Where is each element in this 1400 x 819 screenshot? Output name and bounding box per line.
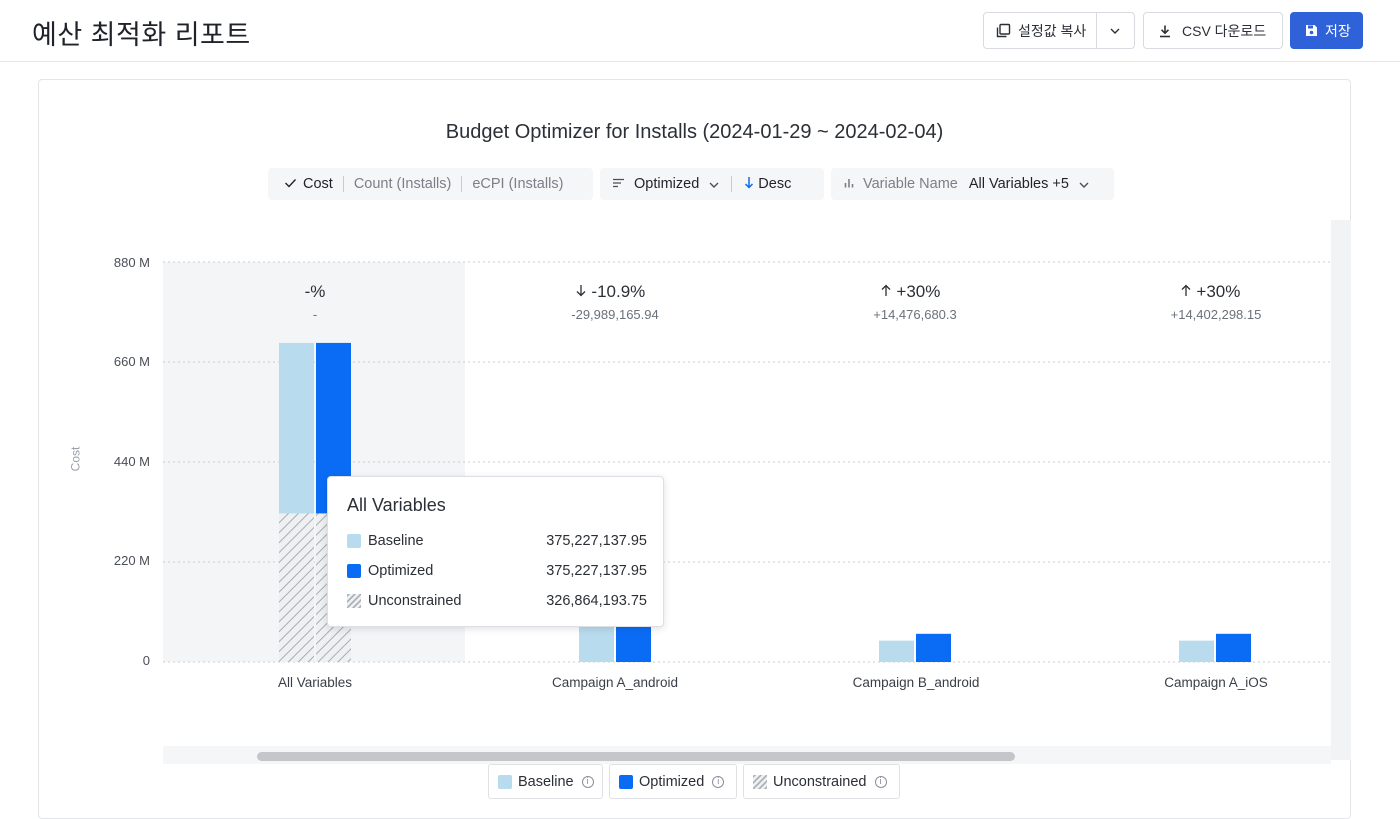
check-icon — [284, 176, 297, 192]
legend-swatch-optimized — [619, 774, 633, 789]
metric-option-ecpi[interactable]: eCPI (Installs) — [472, 176, 564, 192]
delta-percent-all-variables: -% — [215, 282, 415, 302]
tooltip-title: All Variables — [347, 495, 446, 515]
save-button[interactable]: 저장 — [1290, 12, 1363, 49]
chart-svg — [163, 261, 1331, 663]
chart-title: Budget Optimizer for Installs (2024-01-2… — [445, 121, 944, 143]
plot-right-edge — [1331, 220, 1351, 760]
copy-icon — [996, 23, 1011, 38]
y-tick-label: 0 — [142, 653, 150, 668]
separator — [461, 176, 463, 192]
arrow-up-icon — [1180, 282, 1192, 301]
tooltip-row-name: Baseline — [368, 533, 424, 549]
bar-optimized — [916, 633, 951, 662]
delta-absolute: +14,476,680.3 — [873, 307, 957, 322]
bar-optimized — [1216, 633, 1251, 662]
info-icon[interactable]: i — [874, 775, 887, 788]
legend-item-baseline[interactable]: Baseline i — [488, 764, 603, 799]
bar-baseline — [1179, 640, 1214, 662]
delta-percent-campaign-b-android: +30% — [810, 282, 1010, 302]
separator — [731, 176, 733, 192]
copy-settings-button[interactable]: 설정값 복사 — [984, 13, 1098, 48]
page-title: 예산 최적화 리포트 — [32, 20, 251, 50]
legend-label: Optimized — [639, 773, 705, 790]
delta-percent-text: -% — [304, 282, 326, 301]
bar-baseline — [879, 640, 914, 662]
y-tick-label: 880 M — [113, 255, 150, 270]
chevron-down-icon — [1079, 176, 1089, 192]
copy-settings-button-group: 설정값 복사 — [983, 12, 1135, 49]
x-category-label: All Variables — [277, 675, 353, 690]
y-tick-label: 220 M — [113, 553, 150, 568]
tooltip-row-optimized: Optimized 375,227,137.95 — [347, 563, 647, 579]
sort-order-toggle[interactable]: Desc — [744, 176, 791, 193]
download-icon — [1158, 24, 1172, 38]
legend-swatch-baseline — [498, 774, 512, 789]
tooltip-row-value: 375,227,137.95 — [546, 533, 647, 549]
chevron-down-icon — [709, 176, 719, 192]
metric-option-count[interactable]: Count (Installs) — [353, 176, 452, 192]
page-header: 예산 최적화 리포트 설정값 복사 CSV 다운로드 저장 — [0, 0, 1400, 62]
tooltip-swatch-unconstrained — [344, 591, 364, 611]
delta-percent-campaign-a-android: -10.9% — [510, 282, 710, 302]
save-icon — [1305, 24, 1318, 37]
save-label: 저장 — [1325, 22, 1351, 39]
tooltip-row-value: 375,227,137.95 — [546, 563, 647, 579]
metric-selector: Cost Count (Installs) eCPI (Installs) — [268, 168, 593, 200]
sort-field-dropdown[interactable]: Optimized — [634, 176, 719, 192]
delta-absolute: +14,402,298.15 — [1170, 307, 1262, 322]
y-tick-label: 440 M — [113, 454, 150, 469]
scrollbar-thumb[interactable] — [257, 752, 1015, 761]
tooltip-row-unconstrained: Unconstrained 326,864,193.75 — [344, 591, 647, 611]
csv-download-button[interactable]: CSV 다운로드 — [1143, 12, 1283, 49]
arrow-down-icon — [744, 176, 754, 193]
arrow-up-icon — [880, 282, 892, 301]
x-category-label: Campaign A_iOS — [1164, 675, 1268, 690]
info-icon[interactable]: i — [581, 775, 594, 788]
separator — [342, 176, 344, 192]
copy-settings-label: 설정값 복사 — [1018, 22, 1087, 39]
legend-label: Unconstrained — [773, 773, 867, 790]
delta-percent-text: +30% — [896, 282, 941, 301]
tooltip-swatch-optimized — [347, 564, 361, 578]
legend-label: Baseline — [518, 773, 574, 790]
variable-filter-label: Variable Name — [863, 176, 958, 192]
variable-filter-value: All Variables +5 — [968, 176, 1069, 192]
tooltip-row-value: 326,864,193.75 — [546, 593, 647, 609]
sort-lines-icon — [612, 176, 625, 192]
y-tick-label: 660 M — [113, 354, 150, 369]
info-icon[interactable]: i — [712, 775, 725, 788]
bar-chart-icon — [844, 176, 855, 192]
metric-option-cost[interactable]: Cost — [284, 176, 333, 192]
delta-absolute: -29,989,165.94 — [571, 307, 659, 322]
delta-percent-text: -10.9% — [591, 282, 646, 301]
tooltip-row-name: Unconstrained — [368, 593, 462, 609]
bar-optimized — [616, 623, 651, 662]
tooltip-row-baseline: Baseline 375,227,137.95 — [347, 533, 647, 549]
tooltip-swatch-baseline — [347, 534, 361, 548]
tooltip-row-name: Optimized — [368, 563, 434, 579]
legend-item-optimized[interactable]: Optimized i — [609, 764, 737, 799]
x-category-label: Campaign A_android — [551, 675, 679, 690]
x-category-label: Campaign B_android — [852, 675, 980, 690]
delta-percent-text: +30% — [1196, 282, 1241, 301]
legend-item-unconstrained[interactable]: Unconstrained i — [743, 764, 900, 799]
chart-tooltip: All Variables Baseline 375,227,137.95 Op… — [327, 476, 664, 627]
bar-unconstrained — [279, 513, 314, 662]
delta-percent-campaign-a-ios: +30% — [1110, 282, 1310, 302]
y-axis-title: Cost — [68, 446, 83, 472]
sort-controls: Optimized Desc — [600, 168, 824, 200]
delta-absolute: - — [312, 307, 318, 322]
chart-plot — [163, 261, 1331, 663]
sort-field-label: Optimized — [634, 176, 700, 192]
chevron-down-icon — [1110, 28, 1120, 34]
csv-download-label: CSV 다운로드 — [1182, 22, 1267, 39]
arrow-down-icon — [575, 282, 587, 301]
legend-swatch-unconstrained — [750, 771, 770, 792]
copy-options-dropdown[interactable] — [1097, 13, 1133, 48]
variable-filter[interactable]: Variable Name All Variables +5 — [831, 168, 1114, 200]
metric-option-cost-label: Cost — [303, 176, 333, 192]
sort-order-label: Desc — [758, 176, 792, 192]
